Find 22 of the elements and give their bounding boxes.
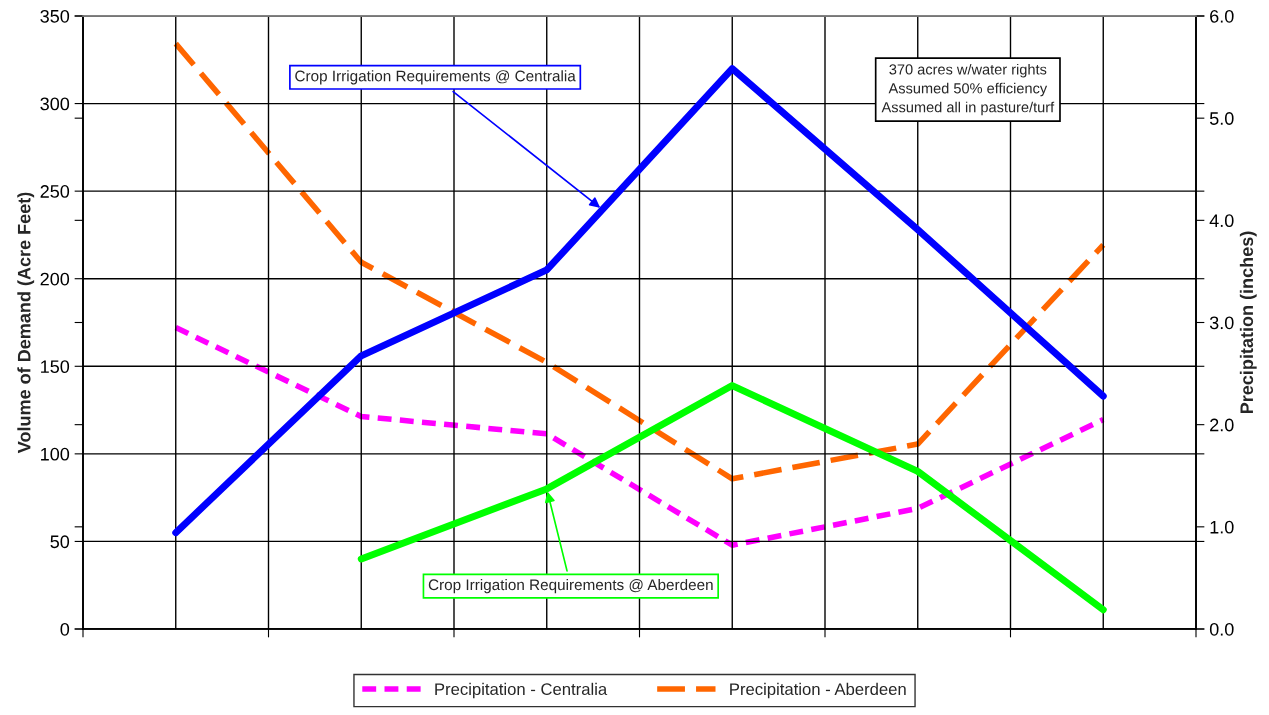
y2-tick-label: 5.0: [1209, 112, 1234, 125]
y2-tick-label: 3.0: [1209, 316, 1234, 330]
annotation: 370 acres w/water rights Assumed 50% efficiency Assumed all in pasture/turf: [881, 63, 1055, 116]
y2-tick-label: 4.0: [1209, 214, 1234, 228]
y-tick-label: 50: [50, 535, 70, 549]
y2-tick-label: 2.0: [1210, 418, 1234, 432]
y2-axis-title: Precipitation (inches): [1239, 231, 1257, 414]
y-tick-label: 200: [40, 272, 70, 286]
text: Crop Irrigation Requirements @ Aberdeen: [428, 578, 713, 594]
y-tick-label: 300: [40, 97, 70, 111]
y-tick-label: 250: [40, 185, 70, 198]
legend-label: Precipitation - Aberdeen: [730, 682, 906, 699]
y-tick-label: 100: [41, 447, 70, 461]
y2-tick-label: 1.0: [1210, 520, 1234, 534]
y2-tick-label: 0.0: [1209, 622, 1234, 636]
legend-label: Precipitation - Centralia: [435, 682, 608, 699]
y-tick-label: 350: [40, 9, 70, 23]
y-axis-title: Volume of Demand (Acre Feet): [17, 192, 35, 454]
y2-tick-label: 6.0: [1210, 9, 1234, 23]
y-tick-label: 0: [60, 622, 70, 636]
y-tick-label: 150: [41, 360, 70, 374]
text: Crop Irrigation Requirements @ Centralia: [295, 70, 576, 85]
